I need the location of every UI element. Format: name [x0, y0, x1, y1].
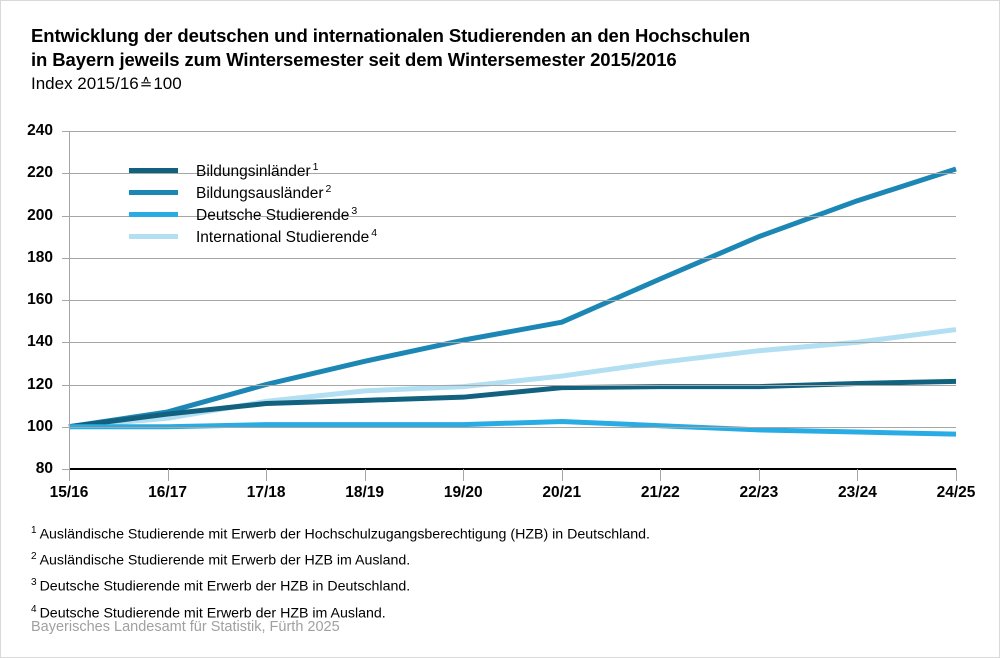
x-axis-label-18-19: 18/19: [345, 484, 385, 501]
x-tick-mark-0: [69, 469, 70, 481]
y-axis-label-140: 140: [27, 333, 53, 351]
series-line-deutsche-studierende: [69, 418, 957, 437]
x-axis-label-23-24: 23/24: [838, 484, 877, 501]
y-tick-mark-160: [62, 300, 69, 301]
x-tick-mark-5: [561, 469, 563, 481]
source-line: Bayerisches Landesamt für Statistik, Für…: [31, 619, 340, 635]
x-axis-label-15-16: 15/16: [49, 484, 89, 501]
x-tick-mark-1: [167, 469, 169, 481]
y-tick-mark-180: [62, 257, 69, 259]
footnote-3: 3 Deutsche Studierende mit Erwerb der HZB…: [31, 577, 411, 596]
x-axis-label-16-17: 16/17: [148, 484, 187, 501]
x-axis-label-21-22: 21/22: [640, 484, 680, 501]
legend-swatch-bildungsinlaender: [129, 167, 178, 173]
title-block: Entwicklung der deutschen und internatio…: [31, 24, 961, 96]
y-tick-mark-100: [62, 426, 69, 428]
legend-swatch-international-studierende: [129, 233, 178, 239]
gridline-240: [69, 131, 956, 132]
chart-container: 80 100 120 140 160 180 200 220 240 15/16 16/17 17/1…: [1, 119, 1000, 501]
legend-item-deutsche-studierende: Deutsche Studierende 3: [129, 203, 377, 225]
gridline-160: [69, 300, 956, 301]
legend-item-bildungsinlaender: Bildungsinländer 1: [129, 159, 377, 181]
y-tick-mark-120: [62, 384, 69, 386]
x-axis-label-19-20: 19/20: [443, 484, 483, 501]
x-axis-label-20-21: 20/21: [542, 484, 582, 501]
x-tick-mark-9: [956, 469, 957, 481]
legend-swatch-deutsche-studierende: [129, 211, 178, 217]
footnotes-block: 1 Ausländische Studierende mit Erwerb der…: [31, 520, 971, 625]
y-axis-label-160: 160: [27, 291, 53, 308]
y-tick-mark-80: [62, 469, 69, 470]
page-title-line-2: in Bayern jeweils zum Wintersemester sei…: [31, 48, 677, 70]
legend-label-international-studierende: International Studierende 4: [196, 227, 378, 247]
y-axis-label-80: 80: [35, 460, 53, 477]
page-title-line-1: Entwicklung der deutschen und internatio…: [31, 25, 751, 46]
gridline-200: [69, 215, 956, 217]
x-axis-line: [69, 468, 956, 470]
chart-legend: Bildungsinländer 1 Bildungsausländer 2 Deu…: [129, 159, 377, 247]
gridline-120: [69, 384, 956, 386]
x-tick-mark-4: [463, 469, 465, 481]
footnote-2: 2 Ausländische Studierende mit Erwerb der…: [31, 551, 411, 569]
plot-area: 80 100 120 140 160 180 200 220 240 15/16 16/17 17/1…: [27, 123, 975, 501]
legend-label-bildungsauslaender: Bildungsausländer 2: [196, 183, 332, 203]
series-line-bildungsausländer: [68, 166, 957, 430]
gridline-140: [69, 342, 956, 344]
gridline-100: [69, 426, 956, 428]
subtitle-equals-icon: ≙: [139, 76, 153, 93]
y-axis-label-240: 240: [27, 122, 53, 139]
page-subtitle: Index 2015/16≙100: [31, 72, 961, 96]
x-tick-mark-3: [364, 469, 366, 481]
subtitle-prefix: Index 2015/16: [31, 74, 139, 93]
y-axis-label-220: 220: [27, 164, 53, 182]
legend-label-deutsche-studierende: Deutsche Studierende 3: [196, 205, 358, 225]
legend-item-bildungsauslaender: Bildungsausländer 2: [129, 181, 377, 203]
y-tick-mark-220: [62, 173, 69, 175]
footnote-4: 4 Deutsche Studierende mit Erwerb der HZB…: [31, 603, 386, 622]
x-axis-label-17-18: 17/18: [246, 484, 286, 501]
legend-swatch-bildungsauslaender: [129, 189, 178, 195]
x-tick-mark-6: [660, 469, 662, 481]
gridline-220: [69, 173, 956, 175]
series-lines: [68, 166, 957, 437]
y-tick-mark-200: [62, 215, 69, 217]
x-tick-mark-7: [758, 469, 760, 481]
y-axis-label-200: 200: [27, 206, 53, 224]
x-tick-mark-2: [266, 469, 268, 481]
legend-item-international-studierende: International Studierende 4: [129, 225, 377, 247]
x-tick-mark-8: [857, 469, 859, 481]
y-axis-label-100: 100: [27, 417, 53, 435]
footnote-1: 1 Ausländische Studierende mit Erwerb der…: [31, 525, 650, 543]
x-axis-label-22-23: 22/23: [739, 484, 779, 501]
y-axis-label-120: 120: [27, 375, 53, 393]
subtitle-value: 100: [153, 74, 182, 93]
gridline-180: [69, 257, 956, 259]
y-tick-mark-240: [62, 131, 69, 132]
x-axis-label-24-25: 24/25: [936, 484, 976, 501]
y-axis-label-180: 180: [27, 248, 53, 266]
y-tick-mark-140: [62, 342, 69, 344]
legend-label-bildungsinlaender: Bildungsinländer 1: [196, 161, 319, 181]
y-axis-line: [69, 131, 70, 469]
